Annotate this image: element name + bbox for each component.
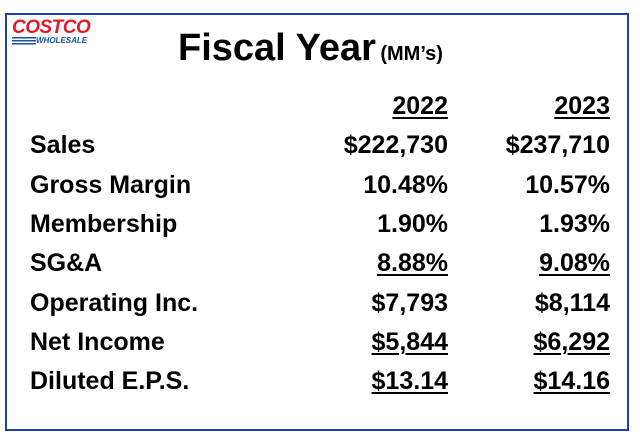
value-2022: $222,730 [343, 131, 448, 159]
table-row-membership: Membership 1.90% 1.93% [0, 210, 640, 244]
column-header-2023: 2023 [554, 92, 610, 120]
table-row-sales: Sales $222,730 $237,710 [0, 131, 640, 165]
header-row: 2022 2023 [0, 92, 640, 126]
column-header-2022: 2022 [392, 92, 448, 120]
costco-logo: COSTCO WHOLESALE [12, 18, 102, 46]
slide-frame [5, 13, 629, 431]
table-row-gross-margin: Gross Margin 10.48% 10.57% [0, 171, 640, 205]
logo-wholesale: WHOLESALE [36, 36, 88, 45]
value-2023: 10.57% [525, 171, 610, 199]
row-label: Sales [30, 131, 96, 159]
row-label: SG&A [30, 249, 103, 277]
value-2023: $14.16 [533, 367, 610, 395]
value-2023: $6,292 [533, 328, 610, 356]
logo-sub: WHOLESALE [12, 36, 102, 45]
value-2022: 1.90% [377, 210, 448, 238]
value-2023: 9.08% [539, 249, 610, 277]
value-2022: $7,793 [371, 289, 448, 317]
row-label: Net Income [30, 328, 165, 356]
row-label: Membership [30, 210, 178, 238]
title-main: Fiscal Year [178, 27, 376, 69]
table-row-net-income: Net Income $5,844 $6,292 [0, 328, 640, 362]
table-row-sga: SG&A 8.88% 9.08% [0, 249, 640, 283]
row-label: Diluted E.P.S. [30, 367, 190, 395]
value-2023: $237,710 [505, 131, 610, 159]
slide-title: Fiscal Year (MM’s) [178, 27, 443, 70]
value-2022: 8.88% [377, 249, 448, 277]
row-label: Gross Margin [30, 171, 192, 199]
logo-brand: COSTCO [12, 17, 91, 38]
row-label: Operating Inc. [30, 289, 199, 317]
logo-stripes-icon [12, 37, 36, 45]
table-row-diluted-eps: Diluted E.P.S. $13.14 $14.16 [0, 367, 640, 401]
value-2022: $13.14 [371, 367, 448, 395]
title-unit: (MM’s) [380, 43, 443, 65]
value-2022: $5,844 [371, 328, 448, 356]
value-2023: $8,114 [534, 289, 610, 317]
value-2023: 1.93% [539, 210, 610, 238]
value-2022: 10.48% [363, 171, 448, 199]
table-row-operating-income: Operating Inc. $7,793 $8,114 [0, 289, 640, 323]
